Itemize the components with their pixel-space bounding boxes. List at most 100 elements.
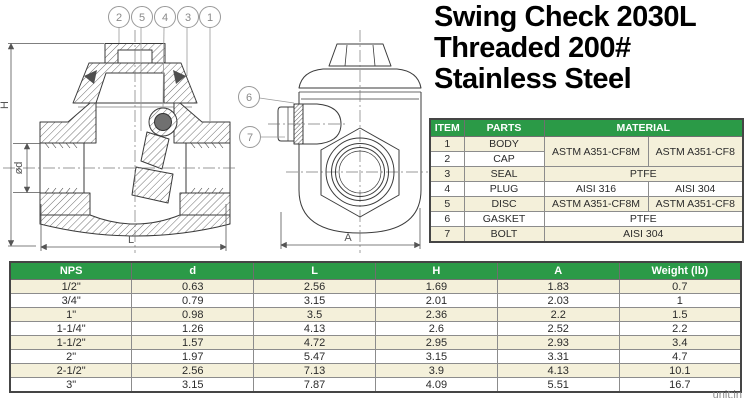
dims-cell: 2.56 bbox=[253, 279, 376, 294]
part-material: PTFE bbox=[543, 166, 744, 182]
callout-6-label: 6 bbox=[246, 92, 252, 104]
dims-header-h: H bbox=[374, 261, 498, 280]
callout-7: 7 bbox=[239, 126, 261, 148]
dims-cell: 2.36 bbox=[374, 307, 498, 322]
dims-cell: 2.2 bbox=[618, 321, 742, 336]
product-title: Swing Check 2030L Threaded 200# Stainles… bbox=[434, 2, 746, 95]
part-name: GASKET bbox=[463, 211, 545, 227]
callout-5-label: 5 bbox=[139, 12, 145, 24]
dims-cell: 1.69 bbox=[374, 279, 498, 294]
disc-hinge-arm bbox=[140, 131, 170, 170]
callout-6: 6 bbox=[238, 86, 260, 108]
dims-cell: 2.03 bbox=[496, 293, 620, 308]
dims-cell: 1.97 bbox=[131, 349, 255, 364]
front-view: H ød L 2 5 bbox=[0, 6, 237, 253]
part-item: 4 bbox=[429, 181, 465, 197]
part-material: ASTM A351-CF8M bbox=[543, 196, 649, 212]
side-centerlines bbox=[268, 30, 428, 253]
dims-cell: 3.9 bbox=[374, 363, 498, 378]
dims-cell: 4.13 bbox=[496, 363, 620, 378]
dims-cell: 2.2 bbox=[496, 307, 620, 322]
parts-row: 1 BODY ASTM A351-CF8M ASTM A351-CF8 bbox=[429, 136, 744, 167]
left-port-top-wall bbox=[39, 102, 97, 144]
part-item: 2 bbox=[429, 151, 465, 167]
callout-2-label: 2 bbox=[116, 12, 122, 24]
dims-cell: 1-1/4" bbox=[9, 321, 133, 336]
dims-cell: 16.7 bbox=[618, 377, 742, 393]
dims-header-l: L bbox=[253, 261, 376, 280]
dims-cell: 0.79 bbox=[131, 293, 255, 308]
part-item: 5 bbox=[429, 196, 465, 212]
dims-cell: 4.7 bbox=[618, 349, 742, 364]
dims-row: 1-1/4" 1.26 4.13 2.6 2.52 2.2 bbox=[9, 321, 742, 336]
dims-cell: 3.5 bbox=[253, 307, 376, 322]
dim-label-length: L bbox=[128, 234, 134, 246]
parts-table: ITEM PARTS MATERIAL 1 BODY ASTM A351-CF8… bbox=[429, 118, 744, 243]
part-material: AISI 304 bbox=[647, 181, 744, 197]
disc-plate bbox=[131, 166, 174, 204]
side-hex-boss bbox=[320, 127, 400, 218]
part-name: DISC bbox=[463, 196, 545, 212]
dims-header-nps: NPS bbox=[9, 261, 133, 280]
seal-left bbox=[84, 70, 97, 84]
right-port-top-wall bbox=[173, 102, 231, 144]
dims-cell: 2.01 bbox=[374, 293, 498, 308]
dims-cell: 1.26 bbox=[131, 321, 255, 336]
parts-row: 4 PLUG AISI 316 AISI 304 bbox=[429, 181, 744, 197]
side-callout-leaders bbox=[259, 97, 295, 138]
parts-row: 6 GASKET PTFE bbox=[429, 211, 744, 227]
plug-pin bbox=[154, 113, 172, 131]
dims-cell: 1" bbox=[9, 307, 133, 322]
parts-header-material: MATERIAL bbox=[543, 118, 744, 137]
part-material: PTFE bbox=[543, 211, 744, 227]
parts-row: 2 CAP bbox=[429, 151, 743, 167]
dims-row: 3" 3.15 7.87 4.09 5.51 16.7 bbox=[9, 377, 742, 393]
dims-cell: 0.7 bbox=[618, 279, 742, 294]
left-port-bottom-wall bbox=[39, 192, 91, 216]
bonnet-inner bbox=[95, 72, 165, 104]
thread-marks bbox=[44, 142, 224, 194]
dims-cell: 1/2" bbox=[9, 279, 133, 294]
parts-row: 5 DISC ASTM A351-CF8M ASTM A351-CF8 bbox=[429, 196, 744, 212]
dims-cell: 3.15 bbox=[253, 293, 376, 308]
dims-row: 1-1/2" 1.57 4.72 2.95 2.93 3.4 bbox=[9, 335, 742, 350]
dims-cell: 2.52 bbox=[496, 321, 620, 336]
part-item: 1 bbox=[429, 136, 465, 152]
part-material: AISI 316 bbox=[543, 181, 649, 197]
part-name: CAP bbox=[463, 151, 545, 167]
right-port-bottom-wall bbox=[179, 192, 231, 216]
dims-header-weight: Weight (lb) bbox=[618, 261, 742, 280]
dims-cell: 2" bbox=[9, 349, 133, 364]
dims-cell: 2-1/2" bbox=[9, 363, 133, 378]
part-material: ASTM A351-CF8 bbox=[647, 196, 744, 212]
part-material: AISI 304 bbox=[543, 226, 744, 243]
dims-cell: 3.4 bbox=[618, 335, 742, 350]
callout-3-label: 3 bbox=[185, 12, 191, 24]
dim-label-bore: ød bbox=[13, 162, 25, 175]
callout-2: 2 bbox=[108, 6, 130, 28]
dims-cell: 10.1 bbox=[618, 363, 742, 378]
dims-cell: 1-1/2" bbox=[9, 335, 133, 350]
dims-row: 1" 0.98 3.5 2.36 2.2 1.5 bbox=[9, 307, 742, 322]
callout-1-label: 1 bbox=[207, 12, 213, 24]
part-name: BODY bbox=[463, 136, 545, 152]
part-material: ASTM A351-CF8 bbox=[647, 136, 744, 167]
callout-3: 3 bbox=[177, 6, 199, 28]
dims-cell: 2.95 bbox=[374, 335, 498, 350]
dims-cell: 3.31 bbox=[496, 349, 620, 364]
parts-row: 3 SEAL PTFE bbox=[429, 166, 744, 182]
callout-4-label: 4 bbox=[162, 12, 168, 24]
front-callouts: 2 5 4 3 1 bbox=[108, 6, 221, 28]
part-name: SEAL bbox=[463, 166, 545, 182]
dims-cell: 1 bbox=[618, 293, 742, 308]
dims-cell: 7.87 bbox=[253, 377, 376, 393]
callout-1: 1 bbox=[199, 6, 221, 28]
dims-cell: 2.93 bbox=[496, 335, 620, 350]
dims-cell: 3" bbox=[9, 377, 133, 393]
dims-cell: 0.98 bbox=[131, 307, 255, 322]
dimensions-table: NPS d L H A Weight (lb) 1/2" 0.63 2.56 1… bbox=[9, 261, 742, 393]
front-dimensions bbox=[7, 42, 227, 251]
dims-cell: 4.72 bbox=[253, 335, 376, 350]
dims-cell: 5.47 bbox=[253, 349, 376, 364]
